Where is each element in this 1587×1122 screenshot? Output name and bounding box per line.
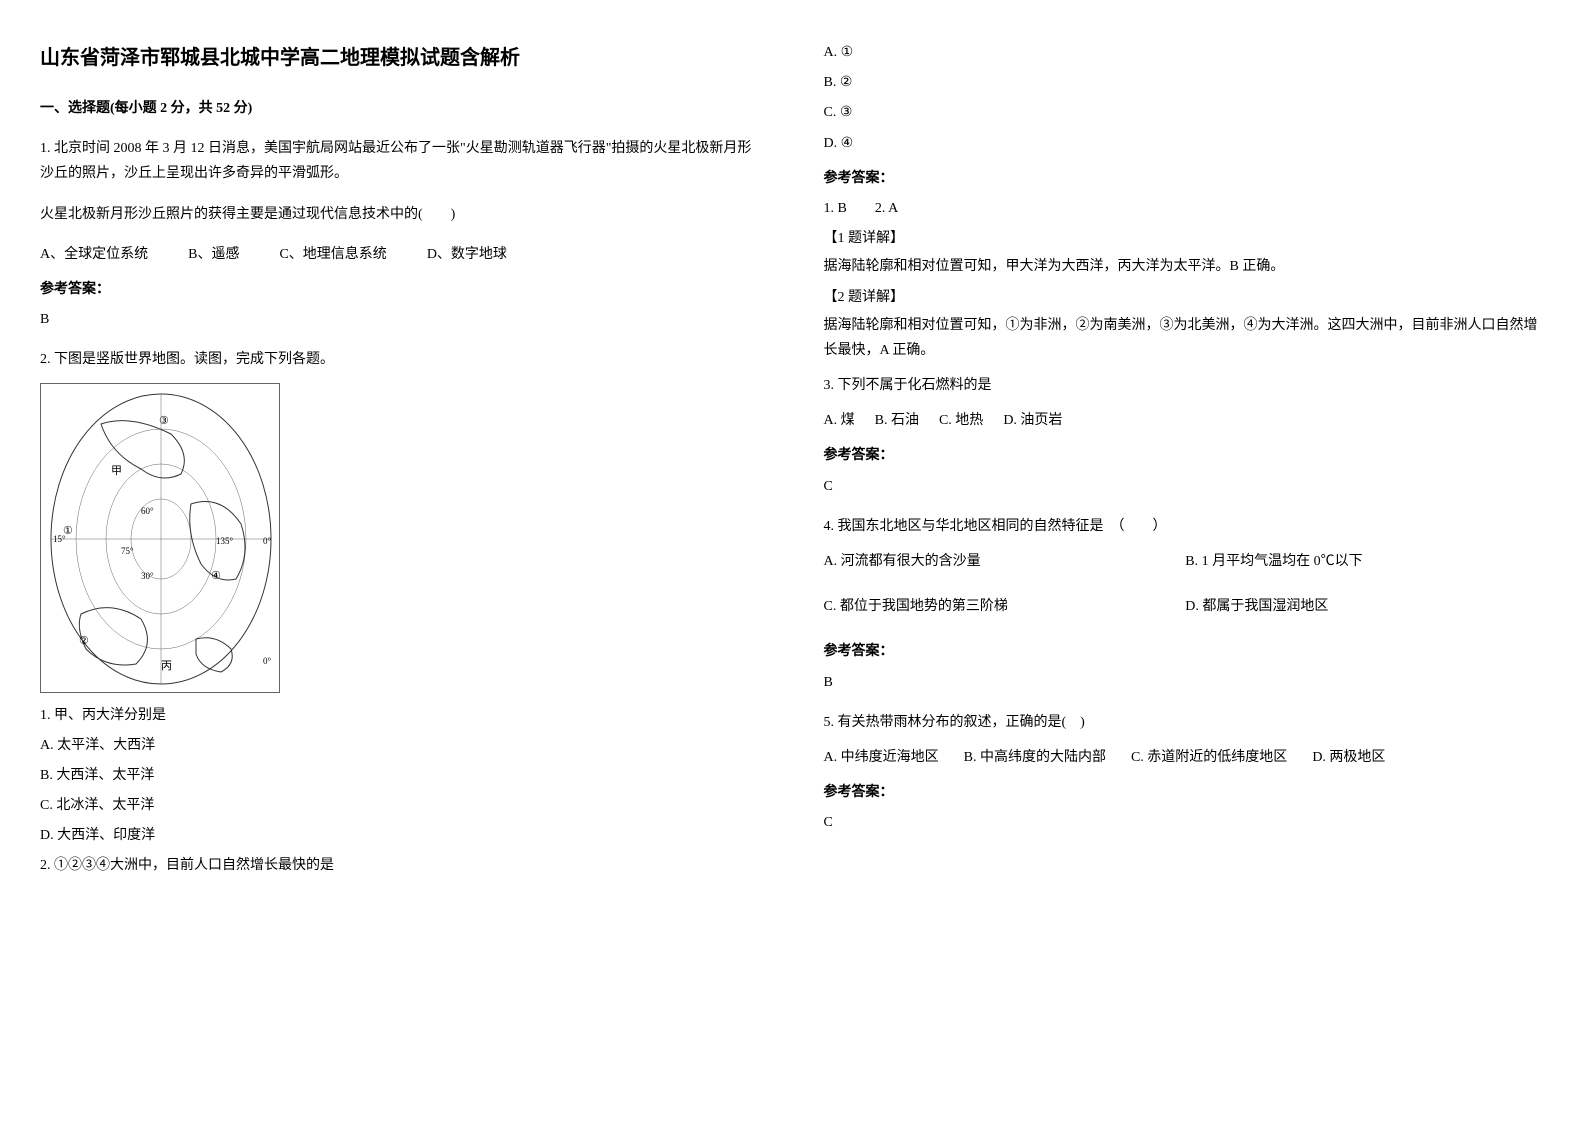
map-deg-0b: 0° — [263, 656, 272, 666]
q5-answer: C — [824, 810, 1548, 835]
section-header: 一、选择题(每小题 2 分，共 52 分) — [40, 96, 764, 121]
q2-sub2-optD: D. ④ — [824, 131, 1548, 156]
q2-explain1: 据海陆轮廓和相对位置可知，甲大洋为大西洋，丙大洋为太平洋。B 正确。 — [824, 254, 1548, 279]
q3-optD: D. 油页岩 — [1003, 408, 1062, 433]
q2-text: 2. 下图是竖版世界地图。读图，完成下列各题。 — [40, 347, 764, 372]
q3-optC: C. 地热 — [939, 408, 983, 433]
q2-sub2-optC: C. ③ — [824, 100, 1548, 125]
q2-sub1-optD: D. 大西洋、印度洋 — [40, 823, 764, 848]
question-4: 4. 我国东北地区与华北地区相同的自然特征是 （ ） A. 河流都有很大的含沙量… — [824, 514, 1548, 695]
q5-answer-label: 参考答案： — [824, 780, 1548, 805]
q2-sub2-optA: A. ① — [824, 40, 1548, 65]
document-title: 山东省菏泽市郓城县北城中学高二地理模拟试题含解析 — [40, 40, 764, 76]
q2-sub2-optB: B. ② — [824, 70, 1548, 95]
q3-answer: C — [824, 474, 1548, 499]
q2-answer: 1. B 2. A — [824, 196, 1548, 221]
q4-optB: B. 1 月平均气温均在 0℃以下 — [1185, 549, 1547, 574]
q4-optD: D. 都属于我国湿润地区 — [1185, 594, 1547, 619]
q4-optA: A. 河流都有很大的含沙量 — [824, 549, 1186, 574]
q4-options: A. 河流都有很大的含沙量 B. 1 月平均气温均在 0℃以下 C. 都位于我国… — [824, 549, 1548, 624]
q1-optB: B、遥感 — [188, 242, 239, 267]
q1-optA: A、全球定位系统 — [40, 242, 148, 267]
q1-optC: C、地理信息系统 — [279, 242, 386, 267]
q5-optA: A. 中纬度近海地区 — [824, 745, 939, 770]
map-deg-30: 30° — [141, 571, 154, 581]
q2-sub1-optA: A. 太平洋、大西洋 — [40, 733, 764, 758]
page-container: 山东省菏泽市郓城县北城中学高二地理模拟试题含解析 一、选择题(每小题 2 分，共… — [40, 40, 1547, 894]
map-label-jia: 甲 — [111, 465, 122, 477]
map-deg-60: 60° — [141, 506, 154, 516]
q2-explain2: 据海陆轮廓和相对位置可知，①为非洲，②为南美洲，③为北美洲，④为大洋洲。这四大洲… — [824, 313, 1548, 363]
q2-answer-label: 参考答案： — [824, 166, 1548, 191]
q5-optC: C. 赤道附近的低纬度地区 — [1131, 745, 1287, 770]
q1-text2: 火星北极新月形沙丘照片的获得主要是通过现代信息技术中的( ) — [40, 202, 764, 227]
question-5: 5. 有关热带雨林分布的叙述，正确的是( ) A. 中纬度近海地区 B. 中高纬… — [824, 710, 1548, 836]
q5-text: 5. 有关热带雨林分布的叙述，正确的是( ) — [824, 710, 1548, 735]
map-label-4: ④ — [211, 570, 221, 582]
question-1: 1. 北京时间 2008 年 3 月 12 日消息，美国宇航局网站最近公布了一张… — [40, 136, 764, 332]
map-deg-135: 135° — [216, 536, 234, 546]
left-column: 山东省菏泽市郓城县北城中学高二地理模拟试题含解析 一、选择题(每小题 2 分，共… — [40, 40, 764, 894]
map-label-bing: 丙 — [161, 660, 172, 672]
q2-explain1-label: 【1 题详解】 — [824, 226, 1548, 251]
q1-options: A、全球定位系统 B、遥感 C、地理信息系统 D、数字地球 — [40, 242, 764, 267]
q3-optA: A. 煤 — [824, 408, 855, 433]
map-deg-0: 0° — [263, 536, 272, 546]
q3-text: 3. 下列不属于化石燃料的是 — [824, 373, 1548, 398]
q2-sub1-text: 1. 甲、丙大洋分别是 — [40, 703, 764, 728]
q2-sub2-text: 2. ①②③④大洲中，目前人口自然增长最快的是 — [40, 853, 764, 878]
map-label-2: ② — [79, 635, 89, 647]
map-deg-75: 75° — [121, 546, 134, 556]
q4-answer: B — [824, 670, 1548, 695]
q3-options: A. 煤 B. 石油 C. 地热 D. 油页岩 — [824, 408, 1548, 433]
q4-text: 4. 我国东北地区与华北地区相同的自然特征是 （ ） — [824, 514, 1548, 539]
q2-sub1-optC: C. 北冰洋、太平洋 — [40, 793, 764, 818]
world-map-image: ③ ① ④ ② 甲 丙 15° 75° 60° 30° 135° 0° 0° — [40, 383, 280, 693]
q2-explain2-label: 【2 题详解】 — [824, 285, 1548, 310]
q5-optD: D. 两极地区 — [1312, 745, 1385, 770]
q1-optD: D、数字地球 — [427, 242, 507, 267]
q5-optB: B. 中高纬度的大陆内部 — [964, 745, 1106, 770]
q1-answer-label: 参考答案： — [40, 277, 764, 302]
q2-sub1-optB: B. 大西洋、太平洋 — [40, 763, 764, 788]
map-svg: ③ ① ④ ② 甲 丙 15° 75° 60° 30° 135° 0° 0° — [41, 384, 281, 694]
question-3: 3. 下列不属于化石燃料的是 A. 煤 B. 石油 C. 地热 D. 油页岩 参… — [824, 373, 1548, 499]
q3-answer-label: 参考答案： — [824, 443, 1548, 468]
question-2: 2. 下图是竖版世界地图。读图，完成下列各题。 ③ ① ④ — [40, 347, 764, 878]
q3-optB: B. 石油 — [875, 408, 919, 433]
q4-answer-label: 参考答案： — [824, 639, 1548, 664]
q1-answer: B — [40, 307, 764, 332]
q5-options: A. 中纬度近海地区 B. 中高纬度的大陆内部 C. 赤道附近的低纬度地区 D.… — [824, 745, 1548, 770]
right-column: A. ① B. ② C. ③ D. ④ 参考答案： 1. B 2. A 【1 题… — [824, 40, 1548, 894]
map-label-3: ③ — [159, 415, 169, 427]
q4-optC: C. 都位于我国地势的第三阶梯 — [824, 594, 1186, 619]
q1-text1: 1. 北京时间 2008 年 3 月 12 日消息，美国宇航局网站最近公布了一张… — [40, 136, 764, 186]
map-deg-15: 15° — [53, 534, 66, 544]
